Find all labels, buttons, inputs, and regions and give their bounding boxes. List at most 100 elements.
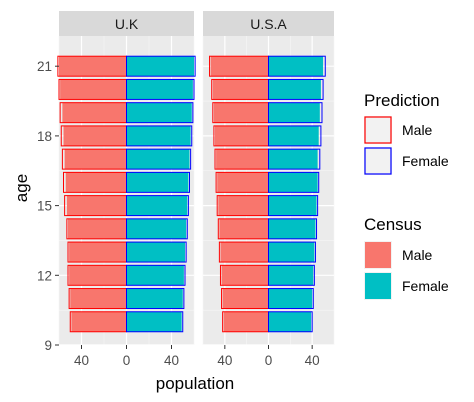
census-female-bar xyxy=(268,288,313,309)
census-male-bar xyxy=(69,242,127,263)
census-male-bar xyxy=(220,242,269,263)
census-female-bar xyxy=(268,79,321,100)
y-tick-label: 21 xyxy=(37,59,52,74)
legend-label: Male xyxy=(402,247,433,263)
census-male-bar xyxy=(63,125,127,146)
census-male-bar xyxy=(68,218,127,239)
census-female-bar xyxy=(126,172,189,193)
prediction-female-outline xyxy=(268,241,316,263)
census-male-bar xyxy=(223,311,269,332)
legend-key-swatch xyxy=(365,273,391,299)
legend-label: Male xyxy=(402,122,433,138)
census-female-bar xyxy=(126,102,192,123)
axes-layer: 40 0 40 40 0 40 9 12 15 18 21 xyxy=(37,59,320,368)
census-male-bar xyxy=(60,79,127,100)
prediction-female-outline xyxy=(268,148,321,170)
census-male-bar xyxy=(210,56,269,77)
census-male-bar xyxy=(216,149,269,170)
prediction-female-outline xyxy=(126,55,196,77)
prediction-female-outline xyxy=(268,218,318,240)
prediction-female-outline xyxy=(268,311,313,333)
census-male-bar xyxy=(215,125,269,146)
legend-label: Female xyxy=(402,153,449,169)
y-tick-label: 15 xyxy=(37,199,52,214)
census-female-bar xyxy=(268,172,318,193)
legend: Prediction Male Female Census Male Female xyxy=(364,91,449,300)
census-male-bar xyxy=(66,195,127,216)
census-male-bar xyxy=(70,288,127,309)
prediction-female-outline xyxy=(126,218,188,240)
census-male-bar xyxy=(64,149,127,170)
census-male-bar xyxy=(213,102,269,123)
prediction-female-outline xyxy=(126,241,187,263)
census-male-bar xyxy=(212,79,269,100)
facet-strip-label: U.K xyxy=(115,16,139,32)
y-tick-label: 18 xyxy=(37,129,52,144)
prediction-female-outline xyxy=(268,125,322,147)
x-tick-label: 40 xyxy=(217,353,232,368)
x-tick-label: 40 xyxy=(305,353,320,368)
census-female-bar xyxy=(268,149,318,170)
prediction-female-outline xyxy=(126,288,185,310)
prediction-female-outline xyxy=(268,264,315,286)
census-female-bar xyxy=(268,56,324,77)
prediction-female-outline xyxy=(268,195,319,217)
panel-uk: U.K xyxy=(57,11,196,346)
census-female-bar xyxy=(268,102,320,123)
prediction-female-outline xyxy=(268,55,326,77)
x-tick-label: 40 xyxy=(164,353,179,368)
legend-label: Female xyxy=(402,278,449,294)
census-female-bar xyxy=(126,288,183,309)
legend-key-swatch xyxy=(365,242,391,268)
x-axis-title: population xyxy=(156,374,234,393)
prediction-female-outline xyxy=(126,264,186,286)
prediction-female-outline xyxy=(126,195,189,217)
facet-strip-label: U.S.A xyxy=(250,16,287,32)
census-male-bar xyxy=(217,172,269,193)
legend-key-swatch xyxy=(364,147,392,175)
census-female-bar xyxy=(126,56,194,77)
prediction-female-outline xyxy=(268,102,323,124)
census-female-bar xyxy=(268,195,317,216)
y-tick-label: 12 xyxy=(37,268,52,283)
census-male-bar xyxy=(221,265,269,286)
census-female-bar xyxy=(268,242,315,263)
census-male-bar xyxy=(219,218,269,239)
census-female-bar xyxy=(268,125,319,146)
facet-strip xyxy=(203,11,334,36)
census-female-bar xyxy=(126,265,184,286)
legend-key-swatch xyxy=(364,116,392,144)
legend-title: Census xyxy=(364,215,422,234)
census-female-bar xyxy=(126,242,185,263)
census-male-bar xyxy=(62,102,127,123)
prediction-female-outline xyxy=(126,311,184,333)
legend-prediction: Prediction Male Female xyxy=(364,91,449,175)
y-tick-label: 9 xyxy=(44,338,52,353)
census-female-bar xyxy=(126,218,187,239)
census-male-bar xyxy=(218,195,269,216)
x-tick-label: 40 xyxy=(74,353,89,368)
census-male-bar xyxy=(222,288,269,309)
panels-layer: U.K U.S.A xyxy=(57,11,335,346)
prediction-female-outline xyxy=(268,171,320,193)
prediction-female-outline xyxy=(126,125,193,147)
x-tick-label: 0 xyxy=(123,353,131,368)
census-female-bar xyxy=(268,311,312,332)
legend-census: Census Male Female xyxy=(364,215,449,300)
y-axis-title: age xyxy=(12,174,31,202)
census-female-bar xyxy=(268,265,314,286)
panel-usa: U.S.A xyxy=(202,11,335,346)
census-male-bar xyxy=(65,172,127,193)
census-female-bar xyxy=(126,195,188,216)
prediction-female-outline xyxy=(126,78,195,100)
facet-strip xyxy=(59,11,194,36)
census-female-bar xyxy=(126,311,182,332)
prediction-female-outline xyxy=(268,78,324,100)
census-female-bar xyxy=(126,149,190,170)
census-female-bar xyxy=(126,125,191,146)
census-male-bar xyxy=(59,56,127,77)
census-male-bar xyxy=(69,265,127,286)
x-tick-label: 0 xyxy=(265,353,273,368)
census-female-bar xyxy=(126,79,193,100)
